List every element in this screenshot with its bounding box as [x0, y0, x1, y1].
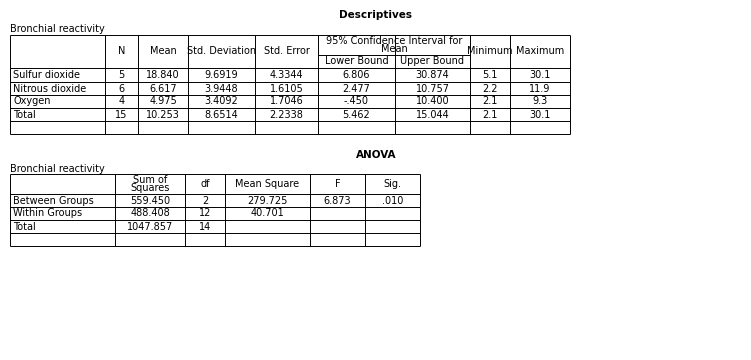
Text: 12: 12 [199, 208, 211, 219]
Text: Bronchial reactivity: Bronchial reactivity [10, 164, 104, 174]
Text: 15: 15 [116, 109, 128, 120]
Text: Upper Bound: Upper Bound [400, 57, 465, 67]
Text: N: N [118, 46, 125, 57]
Text: 18.840: 18.840 [146, 70, 179, 80]
Text: 4: 4 [119, 96, 125, 107]
Text: Std. Error: Std. Error [264, 46, 309, 57]
Text: 4.3344: 4.3344 [270, 70, 303, 80]
Text: 3.4092: 3.4092 [204, 96, 238, 107]
Text: Sulfur dioxide: Sulfur dioxide [13, 70, 80, 80]
Text: Std. Deviation: Std. Deviation [187, 46, 256, 57]
Text: Bronchial reactivity: Bronchial reactivity [10, 24, 104, 34]
Text: Sum of: Sum of [133, 175, 167, 185]
Text: 10.400: 10.400 [416, 96, 449, 107]
Text: 2.2338: 2.2338 [270, 109, 303, 120]
Text: 488.408: 488.408 [130, 208, 170, 219]
Text: 5.462: 5.462 [342, 109, 370, 120]
Text: 2: 2 [202, 195, 208, 206]
Text: 11.9: 11.9 [529, 84, 550, 94]
Text: 10.253: 10.253 [146, 109, 180, 120]
Text: Mean: Mean [149, 46, 176, 57]
Text: 1.7046: 1.7046 [270, 96, 303, 107]
Text: Sig.: Sig. [384, 179, 402, 189]
Text: 2.1: 2.1 [482, 96, 498, 107]
Text: 4.975: 4.975 [149, 96, 177, 107]
Text: Total: Total [13, 109, 36, 120]
Text: 8.6514: 8.6514 [204, 109, 238, 120]
Text: 2.2: 2.2 [482, 84, 498, 94]
Text: 95% Confidence Interval for: 95% Confidence Interval for [326, 36, 462, 46]
Text: 9.3: 9.3 [532, 96, 547, 107]
Text: Oxygen: Oxygen [13, 96, 50, 107]
Text: 6.873: 6.873 [324, 195, 351, 206]
Text: F: F [335, 179, 340, 189]
Text: 14: 14 [199, 221, 211, 231]
Text: 30.874: 30.874 [415, 70, 449, 80]
Text: 30.1: 30.1 [529, 70, 550, 80]
Text: -.450: -.450 [344, 96, 369, 107]
Text: 2.1: 2.1 [482, 109, 498, 120]
Text: 6.806: 6.806 [342, 70, 370, 80]
Text: 2.477: 2.477 [342, 84, 370, 94]
Text: 1.6105: 1.6105 [270, 84, 303, 94]
Text: Squares: Squares [131, 183, 170, 193]
Text: 10.757: 10.757 [415, 84, 450, 94]
Text: Descriptives: Descriptives [339, 10, 412, 20]
Text: Within Groups: Within Groups [13, 208, 82, 219]
Text: Lower Bound: Lower Bound [324, 57, 388, 67]
Text: 5: 5 [119, 70, 125, 80]
Text: 9.6919: 9.6919 [205, 70, 238, 80]
Text: Minimum: Minimum [467, 46, 513, 57]
Text: 15.044: 15.044 [415, 109, 449, 120]
Text: Between Groups: Between Groups [13, 195, 94, 206]
Text: 6.617: 6.617 [149, 84, 176, 94]
Text: Mean: Mean [381, 44, 407, 54]
Text: 6: 6 [119, 84, 125, 94]
Text: .010: .010 [382, 195, 403, 206]
Text: Mean Square: Mean Square [235, 179, 300, 189]
Text: Total: Total [13, 221, 36, 231]
Text: 3.9448: 3.9448 [205, 84, 238, 94]
Text: 30.1: 30.1 [529, 109, 550, 120]
Text: 40.701: 40.701 [251, 208, 285, 219]
Text: df: df [201, 179, 210, 189]
Text: Maximum: Maximum [516, 46, 564, 57]
Text: ANOVA: ANOVA [356, 150, 397, 160]
Text: Nitrous dioxide: Nitrous dioxide [13, 84, 86, 94]
Text: 5.1: 5.1 [482, 70, 498, 80]
Text: 1047.857: 1047.857 [127, 221, 173, 231]
Text: 279.725: 279.725 [247, 195, 288, 206]
Text: 559.450: 559.450 [130, 195, 170, 206]
